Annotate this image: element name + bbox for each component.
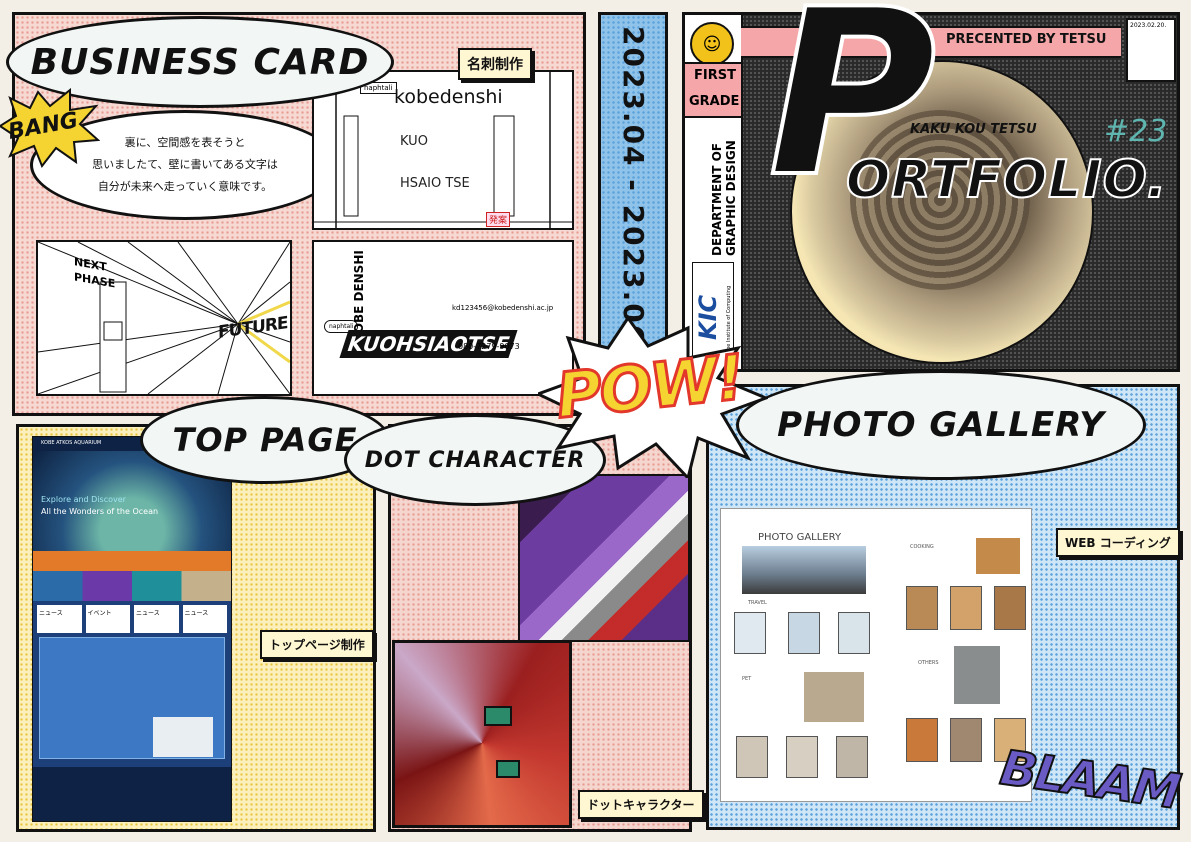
gallery-thumb[interactable] bbox=[838, 612, 870, 654]
top-page-title: TOP PAGE bbox=[172, 421, 358, 459]
cover-moon-swirl bbox=[850, 110, 1030, 290]
school-logo-box bbox=[692, 262, 734, 360]
card-back-perspective bbox=[38, 242, 290, 394]
gallery-section-travel: TRAVEL bbox=[748, 600, 767, 606]
card-front-stamp: 発案 bbox=[486, 212, 511, 227]
photo-gallery-tag: WEB コーディング bbox=[1056, 528, 1180, 557]
cover-badge bbox=[1126, 18, 1176, 82]
cover-badge-date: 2023.02.20. bbox=[1130, 22, 1167, 29]
website-menu-item[interactable]: ニュース bbox=[134, 605, 179, 633]
website-thumbs bbox=[33, 571, 231, 601]
gallery-thumb[interactable] bbox=[734, 612, 766, 654]
website-map bbox=[153, 717, 213, 757]
gallery-section-cooking: COOKING bbox=[910, 544, 934, 550]
card-3d: naphtali KOBE DENSHI KUOHSIAOTSE kd12345… bbox=[312, 240, 574, 396]
business-card-title: BUSINESS CARD bbox=[30, 41, 370, 83]
department-line-2: GRAPHIC DESIGN bbox=[724, 140, 738, 256]
gallery-thumb[interactable] bbox=[976, 538, 1020, 574]
smiley-icon: ☺ bbox=[690, 22, 734, 66]
website-menu: ニュース イベント ニュース ニュース bbox=[37, 605, 227, 633]
department-line-1: DEPARTMENT OF bbox=[710, 143, 724, 256]
photo-gallery-title: PHOTO GALLERY bbox=[777, 405, 1105, 445]
gallery-thumb[interactable] bbox=[736, 736, 768, 778]
dot-character-title-bubble: DOT CHARACTER bbox=[344, 414, 606, 506]
card-3d-email: kd123456@kobedenshi.ac.jp bbox=[452, 304, 554, 312]
cover-big-p: P bbox=[766, 0, 939, 228]
grade-line-2: GRADE bbox=[689, 94, 740, 109]
pixel-eye bbox=[496, 760, 520, 778]
website-info-bar bbox=[33, 551, 231, 571]
website-hero-line-2: All the Wonders of the Ocean bbox=[41, 507, 159, 516]
date-text: 2023.04 - 2023.06 bbox=[617, 26, 650, 347]
description-line: 思いましたて、壁に書いてある文字は bbox=[92, 158, 278, 171]
card-front-name-1: KUO bbox=[400, 134, 428, 149]
website-menu-item[interactable]: ニュース bbox=[37, 605, 82, 633]
bang-burst bbox=[0, 88, 100, 168]
photo-gallery-title-bubble: PHOTO GALLERY bbox=[736, 370, 1146, 480]
grade-line-1: FIRST bbox=[694, 68, 736, 83]
dot-character-tag: ドットキャラクター bbox=[578, 790, 704, 819]
gallery-thumb[interactable] bbox=[994, 586, 1026, 630]
gallery-thumb[interactable] bbox=[906, 586, 938, 630]
cover-title: ORTFOLIO. bbox=[845, 149, 1168, 211]
description-line: 自分が未来へ走っていく意味です。 bbox=[97, 180, 273, 193]
cover-presenter-band bbox=[741, 26, 1121, 58]
pixel-art-purple bbox=[518, 474, 690, 642]
card-front: naphtali kobedenshi KUO HSAIO TSE 発案 bbox=[312, 70, 574, 230]
cover-presenter: PRECENTED BY TETSU bbox=[946, 32, 1107, 47]
card-front-name-2: HSAIO TSE bbox=[400, 176, 470, 191]
gallery-thumb[interactable] bbox=[950, 586, 982, 630]
business-card-tag: 名刺制作 bbox=[458, 48, 532, 80]
gallery-thumb[interactable] bbox=[836, 736, 868, 778]
pow-burst bbox=[538, 318, 768, 478]
website-hero-line-1: Explore and Discover bbox=[41, 495, 126, 504]
pixel-eye bbox=[484, 706, 512, 726]
website-menu-item[interactable]: ニュース bbox=[182, 605, 227, 633]
gallery-thumb[interactable] bbox=[788, 612, 820, 654]
gallery-hero-photo bbox=[742, 546, 866, 594]
dot-character-title: DOT CHARACTER bbox=[364, 447, 586, 473]
card-3d-logo: naphtali bbox=[324, 320, 359, 333]
gallery-thumb[interactable] bbox=[786, 736, 818, 778]
gallery-thumb[interactable] bbox=[950, 718, 982, 762]
gallery-thumb[interactable] bbox=[994, 718, 1026, 762]
card-3d-school: KOBE DENSHI bbox=[352, 250, 366, 342]
gallery-page-title: PHOTO GALLERY bbox=[758, 532, 842, 543]
website-footer bbox=[33, 767, 231, 821]
card-back: NEXT PHASE FUTURE bbox=[36, 240, 292, 396]
gallery-thumb[interactable] bbox=[906, 718, 938, 762]
card-front-brand: kobedenshi bbox=[394, 86, 503, 108]
pixel-art-red bbox=[392, 640, 572, 828]
cover-issue: #23 bbox=[1104, 114, 1168, 149]
gallery-section-pet: PET bbox=[742, 676, 752, 682]
card-front-corridor bbox=[314, 72, 572, 228]
business-card-description-bubble: 裏に、空間感を表そうと 思いましたて、壁に書いてある文字は 自分が未来へ走ってい… bbox=[30, 110, 340, 220]
website-screenshot: KOBE ATKOS AQUARIUM Explore and Discover… bbox=[32, 436, 232, 822]
description-line: 裏に、空間感を表そうと bbox=[124, 136, 246, 149]
grade-box bbox=[685, 62, 741, 118]
gallery-section-others: OTHERS bbox=[918, 660, 939, 666]
cover-author: KAKU KOU TETSU bbox=[910, 122, 1037, 137]
card-front-logo: naphtali bbox=[360, 82, 397, 94]
website-menu-item[interactable]: イベント bbox=[85, 605, 130, 633]
card-3d-phone: 080-7279-9073 bbox=[458, 342, 520, 351]
top-page-tag: トップページ制作 bbox=[260, 630, 374, 659]
gallery-thumb[interactable] bbox=[804, 672, 864, 722]
website-name: KOBE ATKOS AQUARIUM bbox=[41, 440, 102, 446]
gallery-thumb[interactable] bbox=[954, 646, 1000, 704]
